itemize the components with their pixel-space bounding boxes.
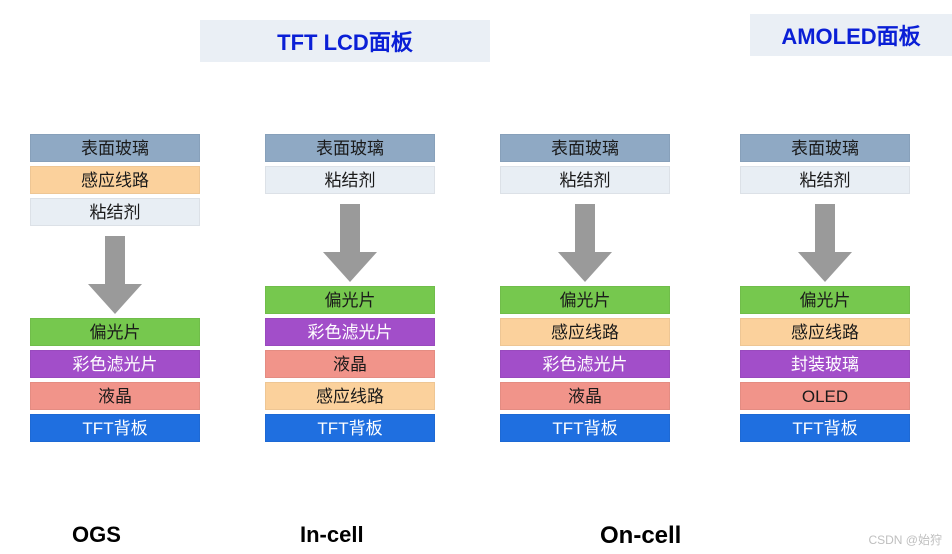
layer-liquid_crystal: 液晶: [30, 382, 200, 410]
layer-tft_backplane: TFT背板: [265, 414, 435, 442]
stack-column: 表面玻璃粘结剂 偏光片感应线路封装玻璃 OLED TFT背板: [740, 134, 910, 446]
header-lcd: TFT LCD面板: [200, 20, 490, 62]
layer-sense_circuit: 感应线路: [30, 166, 200, 194]
header-lcd-text: TFT LCD面板: [277, 25, 413, 57]
layer-tft_backplane: TFT背板: [740, 414, 910, 442]
down-arrow-icon: [30, 230, 200, 318]
stack-column: 表面玻璃粘结剂 偏光片彩色滤光片液晶感应线路 TFT背板: [265, 134, 435, 446]
layer-polarizer: 偏光片: [500, 286, 670, 314]
column-label: On-cell: [600, 522, 681, 550]
layer-adhesive: 粘结剂: [30, 198, 200, 226]
layer-sense_circuit: 感应线路: [265, 382, 435, 410]
layer-surface_glass: 表面玻璃: [740, 134, 910, 162]
layer-encap_glass: 封装玻璃: [740, 350, 910, 378]
layer-adhesive: 粘结剂: [265, 166, 435, 194]
layer-liquid_crystal: 液晶: [265, 350, 435, 378]
layer-polarizer: 偏光片: [30, 318, 200, 346]
layer-adhesive: 粘结剂: [500, 166, 670, 194]
layer-surface_glass: 表面玻璃: [30, 134, 200, 162]
layer-color_filter: 彩色滤光片: [30, 350, 200, 378]
layer-tft_backplane: TFT背板: [500, 414, 670, 442]
layer-polarizer: 偏光片: [740, 286, 910, 314]
layer-tft_backplane: TFT背板: [30, 414, 200, 442]
watermark: CSDN @始狩: [868, 531, 942, 548]
layer-liquid_crystal: 液晶: [500, 382, 670, 410]
layer-color_filter: 彩色滤光片: [500, 350, 670, 378]
layer-color_filter: 彩色滤光片: [265, 318, 435, 346]
layer-surface_glass: 表面玻璃: [265, 134, 435, 162]
layer-sense_circuit: 感应线路: [500, 318, 670, 346]
down-arrow-icon: [740, 198, 910, 286]
layer-adhesive: 粘结剂: [740, 166, 910, 194]
header-amoled-text: AMOLED面板: [781, 19, 920, 51]
down-arrow-icon: [500, 198, 670, 286]
layer-oled: OLED: [740, 382, 910, 410]
stack-column: 表面玻璃感应线路粘结剂 偏光片彩色滤光片液晶 TFT背板: [30, 134, 200, 446]
down-arrow-icon: [265, 198, 435, 286]
layer-polarizer: 偏光片: [265, 286, 435, 314]
column-label: OGS: [72, 522, 121, 548]
stack-column: 表面玻璃粘结剂 偏光片感应线路彩色滤光片液晶 TFT背板: [500, 134, 670, 446]
layer-sense_circuit: 感应线路: [740, 318, 910, 346]
column-label: In-cell: [300, 522, 364, 548]
layer-surface_glass: 表面玻璃: [500, 134, 670, 162]
header-amoled: AMOLED面板: [750, 14, 952, 56]
